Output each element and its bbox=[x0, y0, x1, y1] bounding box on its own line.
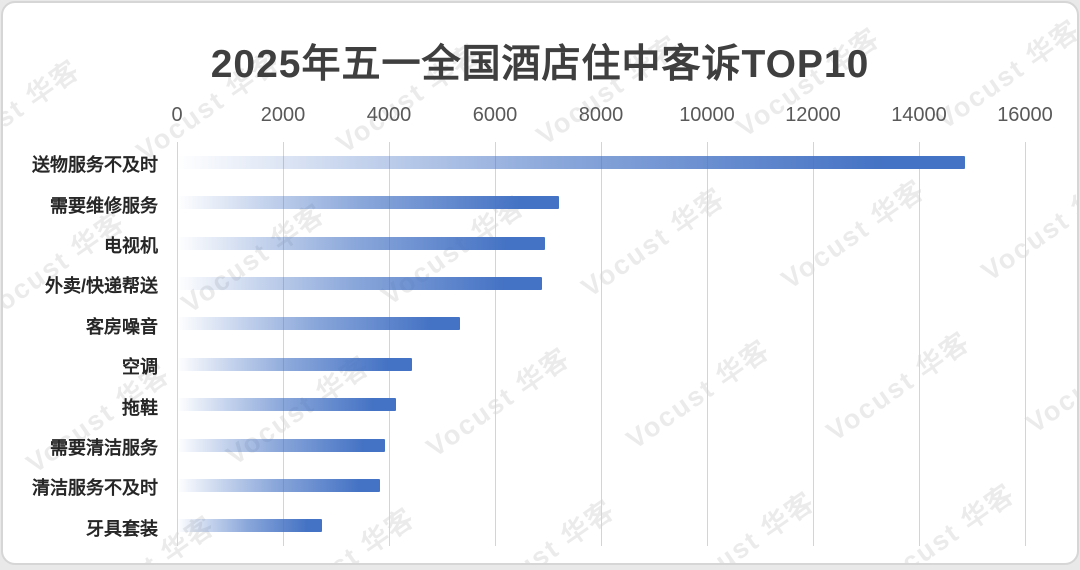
category-label: 电视机 bbox=[104, 236, 158, 256]
x-tick-label: 6000 bbox=[472, 104, 518, 126]
x-axis-tick-row: 0 2000 4000 6000 8000 10000 12000 14000 16000 bbox=[171, 104, 1052, 132]
x-tick-label: 16000 bbox=[997, 104, 1053, 126]
gridline bbox=[601, 142, 602, 546]
category-label: 送物服务不及时 bbox=[32, 155, 158, 176]
x-tick-label: 12000 bbox=[785, 104, 841, 126]
watermark-text: Vocust 华客 bbox=[1065, 470, 1079, 565]
gridline bbox=[1025, 142, 1026, 546]
gridline bbox=[813, 142, 814, 546]
plot-area bbox=[177, 142, 1026, 546]
category-label: 客房噪音 bbox=[86, 316, 158, 337]
x-tick-label: 2000 bbox=[260, 104, 306, 126]
bar bbox=[177, 196, 559, 210]
category-label: 拖鞋 bbox=[122, 397, 158, 418]
category-label: 需要维修服务 bbox=[50, 195, 158, 216]
x-tick-label: 4000 bbox=[366, 104, 412, 126]
gridline bbox=[389, 142, 390, 546]
gridline bbox=[919, 142, 920, 546]
bar bbox=[177, 317, 461, 331]
gridline bbox=[707, 142, 708, 546]
bar bbox=[177, 438, 385, 452]
category-label-column: 送物服务不及时需要维修服务电视机外卖/快递帮送客房噪音空调拖鞋需要清洁服务清洁服… bbox=[3, 142, 167, 546]
category-label: 需要清洁服务 bbox=[50, 438, 158, 458]
chart-title: 2025年五一全国酒店住中客诉TOP10 bbox=[210, 43, 870, 86]
bar bbox=[177, 519, 323, 533]
bar bbox=[177, 236, 546, 250]
category-label: 外卖/快递帮送 bbox=[44, 276, 158, 297]
watermark-text: Vocust 华客 bbox=[1020, 318, 1079, 439]
gridline bbox=[177, 142, 178, 546]
x-tick-label: 10000 bbox=[679, 104, 735, 126]
category-label: 清洁服务不及时 bbox=[32, 478, 158, 499]
x-tick-label: 0 bbox=[171, 104, 183, 126]
gridline bbox=[495, 142, 496, 546]
bar bbox=[177, 478, 380, 492]
bar bbox=[177, 155, 966, 169]
x-tick-label: 8000 bbox=[578, 104, 624, 126]
gridline bbox=[283, 142, 284, 546]
bar bbox=[177, 398, 396, 412]
bar bbox=[177, 276, 543, 290]
x-tick-label: 14000 bbox=[891, 104, 947, 126]
category-label: 牙具套装 bbox=[86, 518, 158, 539]
category-label: 空调 bbox=[122, 357, 158, 378]
bar bbox=[177, 357, 412, 371]
